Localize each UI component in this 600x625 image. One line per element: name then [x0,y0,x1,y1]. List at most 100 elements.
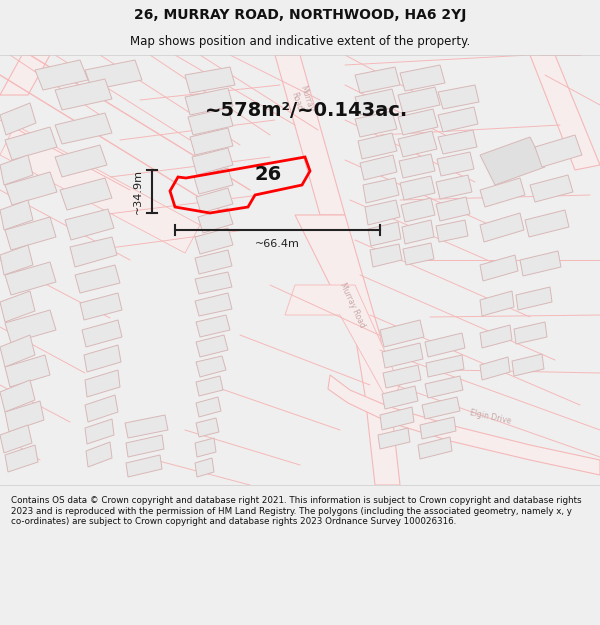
Polygon shape [190,128,233,155]
Polygon shape [185,88,233,115]
Polygon shape [192,148,233,175]
Polygon shape [198,208,233,233]
Polygon shape [401,198,435,222]
Polygon shape [84,345,121,372]
Polygon shape [70,237,117,267]
Polygon shape [516,287,552,310]
Polygon shape [194,168,233,194]
Polygon shape [80,293,122,320]
Polygon shape [512,354,544,376]
Polygon shape [275,55,345,215]
Text: Elgin Drive: Elgin Drive [469,408,511,426]
Polygon shape [398,109,438,135]
Polygon shape [5,262,56,295]
Polygon shape [195,293,232,316]
Polygon shape [480,255,518,281]
Polygon shape [382,343,423,368]
Polygon shape [530,175,573,202]
Polygon shape [398,131,437,157]
Polygon shape [328,375,600,475]
Polygon shape [195,458,214,477]
Polygon shape [5,445,38,472]
Polygon shape [422,397,460,419]
Text: 26, MURRAY ROAD, NORTHWOOD, HA6 2YJ: 26, MURRAY ROAD, NORTHWOOD, HA6 2YJ [134,8,466,22]
Polygon shape [398,87,440,113]
Polygon shape [126,435,164,457]
Polygon shape [295,215,400,485]
Polygon shape [400,176,435,200]
Polygon shape [285,285,400,405]
Polygon shape [400,65,445,91]
Polygon shape [370,244,402,267]
Polygon shape [75,265,120,293]
Polygon shape [436,197,470,221]
Text: 26: 26 [254,166,281,184]
Polygon shape [85,370,120,397]
Polygon shape [196,188,233,213]
Polygon shape [382,386,418,409]
Polygon shape [0,200,33,230]
Polygon shape [525,210,569,237]
Polygon shape [363,178,399,203]
Polygon shape [0,125,200,253]
Polygon shape [383,365,421,388]
Polygon shape [355,89,397,115]
Polygon shape [85,60,142,90]
Polygon shape [480,213,524,242]
Polygon shape [196,356,226,377]
Polygon shape [438,107,478,132]
Polygon shape [438,85,479,109]
Polygon shape [196,315,230,337]
Polygon shape [0,335,35,367]
Polygon shape [82,320,122,347]
Polygon shape [125,415,168,438]
Text: Map shows position and indicative extent of the property.: Map shows position and indicative extent… [130,35,470,48]
Polygon shape [530,55,600,170]
Polygon shape [195,228,233,254]
Polygon shape [360,155,397,180]
Text: ~34.9m: ~34.9m [133,169,143,214]
Polygon shape [55,79,112,110]
Polygon shape [514,322,547,344]
Polygon shape [60,178,112,210]
Polygon shape [5,127,57,160]
Polygon shape [358,133,397,159]
Polygon shape [195,272,232,294]
Polygon shape [0,245,33,275]
Polygon shape [0,425,32,453]
Polygon shape [126,455,162,477]
Polygon shape [355,111,397,137]
Polygon shape [5,401,44,432]
Polygon shape [426,355,464,377]
Polygon shape [0,155,33,185]
Polygon shape [436,220,468,242]
Polygon shape [438,130,477,154]
Polygon shape [535,135,582,167]
Polygon shape [480,325,512,348]
Polygon shape [365,200,400,225]
Polygon shape [195,250,232,274]
Polygon shape [418,437,452,459]
Polygon shape [55,145,107,177]
Polygon shape [185,67,235,93]
Text: Murray Road: Murray Road [338,281,367,329]
Polygon shape [5,172,57,205]
Polygon shape [436,175,472,199]
Polygon shape [85,419,114,444]
Polygon shape [480,137,545,185]
Polygon shape [0,380,35,412]
Polygon shape [5,310,56,343]
Polygon shape [0,103,36,135]
Polygon shape [0,291,35,322]
Polygon shape [86,442,112,467]
Polygon shape [55,113,112,144]
Polygon shape [5,217,56,250]
Polygon shape [196,376,223,396]
Polygon shape [195,438,216,457]
Polygon shape [355,67,400,93]
Polygon shape [480,357,510,380]
Polygon shape [196,335,228,357]
Polygon shape [380,320,424,347]
Polygon shape [380,407,414,430]
Polygon shape [402,220,434,244]
